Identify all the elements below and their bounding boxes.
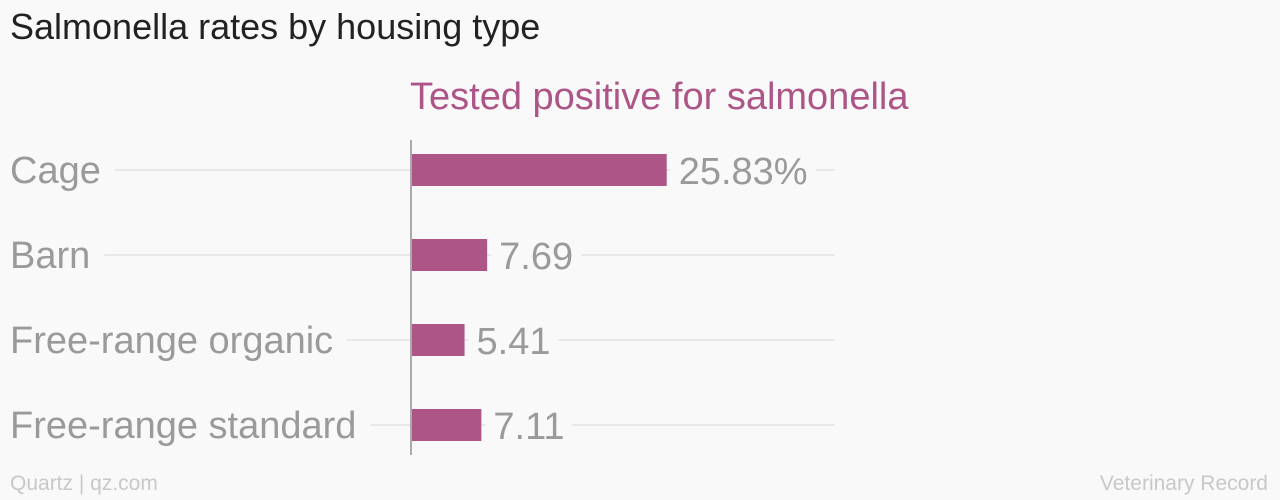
bar xyxy=(411,324,465,356)
value-label-mask xyxy=(491,249,582,261)
category-label: Free-range organic xyxy=(10,320,333,362)
value-label: 5.41 xyxy=(477,321,551,363)
bar xyxy=(411,239,488,271)
chart-title: Salmonella rates by housing type xyxy=(10,6,541,47)
value-label-mask xyxy=(468,334,559,346)
footer-credit: Quartz | qz.com xyxy=(10,472,158,495)
category-label: Barn xyxy=(10,235,90,277)
footer-source: Veterinary Record xyxy=(1099,472,1268,495)
bar xyxy=(411,154,667,186)
category-label: Free-range standard xyxy=(10,405,356,447)
bar xyxy=(411,409,482,441)
value-label-mask xyxy=(670,164,816,176)
value-label: 25.83% xyxy=(679,151,808,193)
value-label: 7.69 xyxy=(499,236,573,278)
series-title: Tested positive for salmonella xyxy=(410,76,909,118)
value-label-mask xyxy=(485,419,573,431)
value-label: 7.11 xyxy=(493,406,564,448)
category-label: Cage xyxy=(10,150,101,192)
